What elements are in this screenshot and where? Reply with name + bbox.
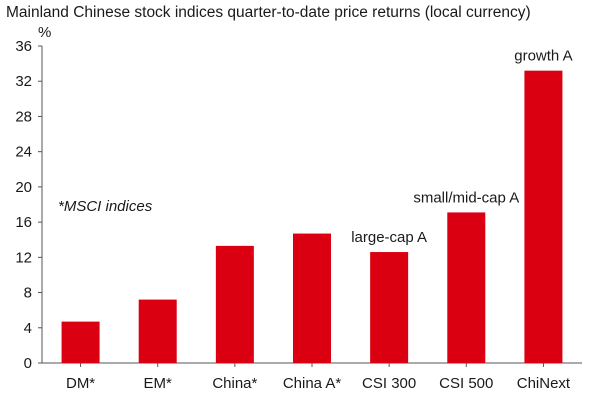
y-tick-label: 0 [24, 355, 32, 372]
bar-dm [61, 321, 100, 363]
x-tick-label: China* [212, 375, 257, 392]
chart-note: *MSCI indices [58, 198, 153, 215]
bar-annotation: large-cap A [351, 229, 427, 246]
bar-china [215, 245, 254, 363]
x-tick-label: DM* [66, 375, 95, 392]
y-tick-label: 4 [24, 320, 32, 337]
x-tick-label: ChiNext [517, 375, 571, 392]
bar-csi-500 [447, 212, 486, 363]
y-tick-label: 20 [15, 179, 32, 196]
bar-chinext [524, 70, 563, 364]
x-tick-label: EM* [144, 375, 173, 392]
y-tick-label: 16 [15, 214, 32, 231]
y-tick-label: 28 [15, 108, 32, 125]
x-tick-label: CSI 500 [439, 375, 493, 392]
bar-annotation: growth A [514, 48, 572, 65]
bar-em [138, 299, 177, 363]
x-tick-label: China A* [283, 375, 342, 392]
y-tick-label: 32 [15, 73, 32, 90]
chart-title: Mainland Chinese stock indices quarter-t… [6, 4, 531, 21]
y-axis-unit: % [38, 24, 51, 41]
y-tick-label: 12 [15, 249, 32, 266]
y-tick-label: 36 [15, 38, 32, 55]
bar-csi-300 [370, 252, 409, 363]
y-tick-label: 24 [15, 144, 32, 161]
bar-china-a [293, 233, 331, 363]
y-tick-label: 8 [24, 285, 32, 302]
bar-annotation: small/mid-cap A [413, 189, 519, 206]
x-tick-label: CSI 300 [362, 375, 416, 392]
